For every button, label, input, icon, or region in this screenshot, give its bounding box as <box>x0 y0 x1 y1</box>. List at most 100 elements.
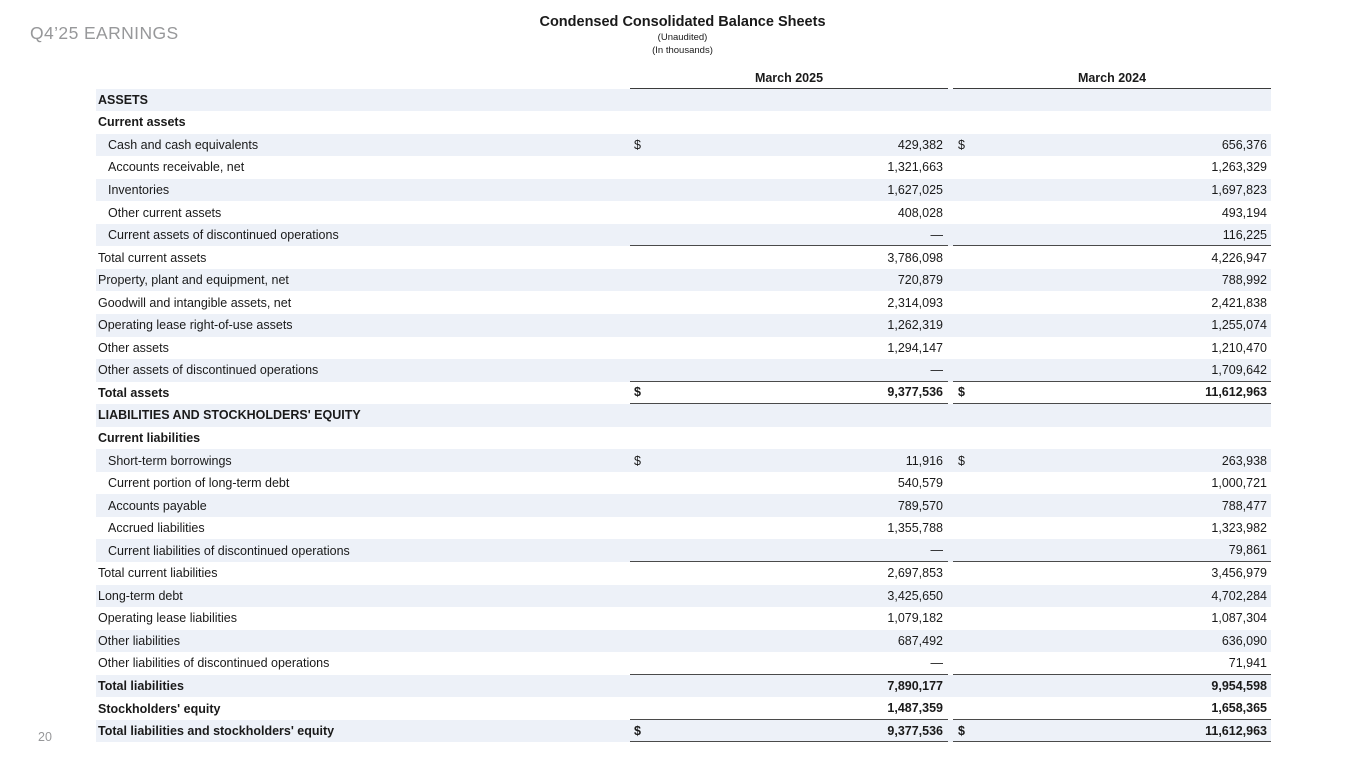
value: 1,079,182 <box>887 611 943 626</box>
value-cell-march-2024: 788,477 <box>953 494 1271 517</box>
value-cell-march-2024: 636,090 <box>953 630 1271 653</box>
value: 1,658,365 <box>1211 701 1267 716</box>
row-label: Total liabilities and stockholders' equi… <box>98 724 335 739</box>
value-cell-march-2025: $9,377,536 <box>630 382 948 405</box>
value: 636,090 <box>1221 633 1267 648</box>
row-label: Total current liabilities <box>98 566 218 581</box>
dollar-sign: $ <box>634 137 641 152</box>
value-cell-march-2024: 1,000,721 <box>953 472 1271 495</box>
value-cell-march-2024: 4,226,947 <box>953 246 1271 269</box>
value-cell-march-2025: 2,314,093 <box>630 291 948 314</box>
value: 9,377,536 <box>887 385 943 400</box>
value-cell-march-2024: 1,323,982 <box>953 517 1271 540</box>
value: 11,612,963 <box>1205 385 1267 400</box>
value-cell-march-2025: — <box>630 359 948 382</box>
value: 71,941 <box>1228 655 1267 670</box>
table-row: Other assets of discontinued operations —… <box>96 359 1271 382</box>
value: 1,210,470 <box>1211 340 1267 355</box>
value: 1,294,147 <box>887 340 943 355</box>
dollar-sign: $ <box>958 723 965 738</box>
value-cell-march-2024: $656,376 <box>953 134 1271 157</box>
table-row: Accrued liabilities 1,355,788 1,323,982 <box>96 517 1271 540</box>
table-row: Total liabilities 7,890,177 9,954,598 <box>96 674 1271 698</box>
row-label: Other liabilities of discontinued operat… <box>98 656 330 671</box>
row-label: Other assets of discontinued operations <box>98 363 319 378</box>
value-cell-march-2025: $9,377,536 <box>630 720 948 743</box>
row-label: Inventories <box>108 182 170 197</box>
value-cell-march-2024: 1,087,304 <box>953 607 1271 630</box>
value: — <box>930 655 944 670</box>
value-cell-march-2025: 1,321,663 <box>630 156 948 179</box>
value-cell-march-2025: 687,492 <box>630 630 948 653</box>
dollar-sign: $ <box>958 453 965 468</box>
value-cell-march-2024: 4,702,284 <box>953 585 1271 608</box>
value-cell-march-2024: 79,861 <box>953 539 1271 562</box>
subtitle-unaudited: (Unaudited) <box>657 32 708 43</box>
table-row: Current liabilities of discontinued oper… <box>96 539 1271 562</box>
subtitle-in-thousands: (In thousands) <box>652 45 713 56</box>
row-label: Current assets of discontinued operation… <box>108 228 339 243</box>
row-label: Total assets <box>98 385 170 400</box>
row-label: Goodwill and intangible assets, net <box>98 295 292 310</box>
row-label: Stockholders' equity <box>98 701 221 716</box>
value-cell-march-2025: $11,916 <box>630 449 948 472</box>
value-cell-march-2025: 1,355,788 <box>630 517 948 540</box>
section-row: ASSETS <box>96 88 1271 112</box>
title-block: Condensed Consolidated Balance Sheets (U… <box>0 14 1365 57</box>
value: 2,314,093 <box>887 295 943 310</box>
table-row: Other liabilities of discontinued operat… <box>96 652 1271 675</box>
dollar-sign: $ <box>958 137 965 152</box>
value-cell-march-2025 <box>630 427 948 450</box>
value-cell-march-2025: 3,786,098 <box>630 246 948 269</box>
value-cell-march-2025: 3,425,650 <box>630 585 948 608</box>
value: 540,579 <box>897 476 943 491</box>
value-cell-march-2025: 540,579 <box>630 472 948 495</box>
value: 1,355,788 <box>887 521 943 536</box>
value: 3,456,979 <box>1211 566 1267 581</box>
value-cell-march-2024: 1,658,365 <box>953 697 1271 720</box>
value: 1,487,359 <box>887 701 943 716</box>
value: 687,492 <box>897 633 943 648</box>
value: 788,477 <box>1221 498 1267 513</box>
value: 1,262,319 <box>887 318 943 333</box>
value: 9,954,598 <box>1211 678 1267 693</box>
value-cell-march-2025: 1,627,025 <box>630 179 948 202</box>
dollar-sign: $ <box>634 453 641 468</box>
value-cell-march-2024: 2,421,838 <box>953 291 1271 314</box>
value: 656,376 <box>1221 137 1267 152</box>
table-row: Cash and cash equivalents $429,382 $656,37… <box>96 133 1271 157</box>
slide-eyebrow: Q4’25 EARNINGS <box>30 23 179 43</box>
value: 1,087,304 <box>1211 611 1267 626</box>
row-label: Accounts payable <box>108 498 207 513</box>
value: — <box>930 543 944 558</box>
table-row: Total assets $9,377,536 $11,612,963 <box>96 382 1271 405</box>
value-cell-march-2025: — <box>630 224 948 247</box>
value-cell-march-2025: 720,879 <box>630 269 948 292</box>
value-cell-march-2024 <box>953 111 1271 134</box>
table-row: Current assets <box>96 111 1271 134</box>
balance-sheet-table: March 2025 March 2024 ASSETS Current asse… <box>96 67 1271 743</box>
value-cell-march-2024: 1,210,470 <box>953 337 1271 360</box>
value: 79,861 <box>1228 543 1267 558</box>
value-cell-march-2024: 788,992 <box>953 269 1271 292</box>
value: 7,890,177 <box>887 678 943 693</box>
value: 1,323,982 <box>1211 521 1267 536</box>
value-cell-march-2024: 1,697,823 <box>953 179 1271 202</box>
value: 1,321,663 <box>887 160 943 175</box>
value-cell-march-2025: 1,262,319 <box>630 314 948 337</box>
value: 789,570 <box>897 498 943 513</box>
row-label: Total liabilities <box>98 678 184 693</box>
value-cell-march-2025: 7,890,177 <box>630 675 948 698</box>
table-rows: ASSETS Current assets Cash and cash equiva… <box>96 88 1271 743</box>
value: 788,992 <box>1221 273 1267 288</box>
value: — <box>930 227 944 242</box>
row-label: Short-term borrowings <box>108 453 232 468</box>
value-cell-march-2025: 1,487,359 <box>630 697 948 720</box>
column-header-march-2024: March 2024 <box>953 67 1271 89</box>
value: 4,226,947 <box>1211 250 1267 265</box>
table-row: Total liabilities and stockholders' equi… <box>96 719 1271 743</box>
table-row: Other assets 1,294,147 1,210,470 <box>96 337 1271 360</box>
dollar-sign: $ <box>634 385 641 400</box>
row-label: Property, plant and equipment, net <box>98 273 289 288</box>
value-cell-march-2025: 789,570 <box>630 494 948 517</box>
